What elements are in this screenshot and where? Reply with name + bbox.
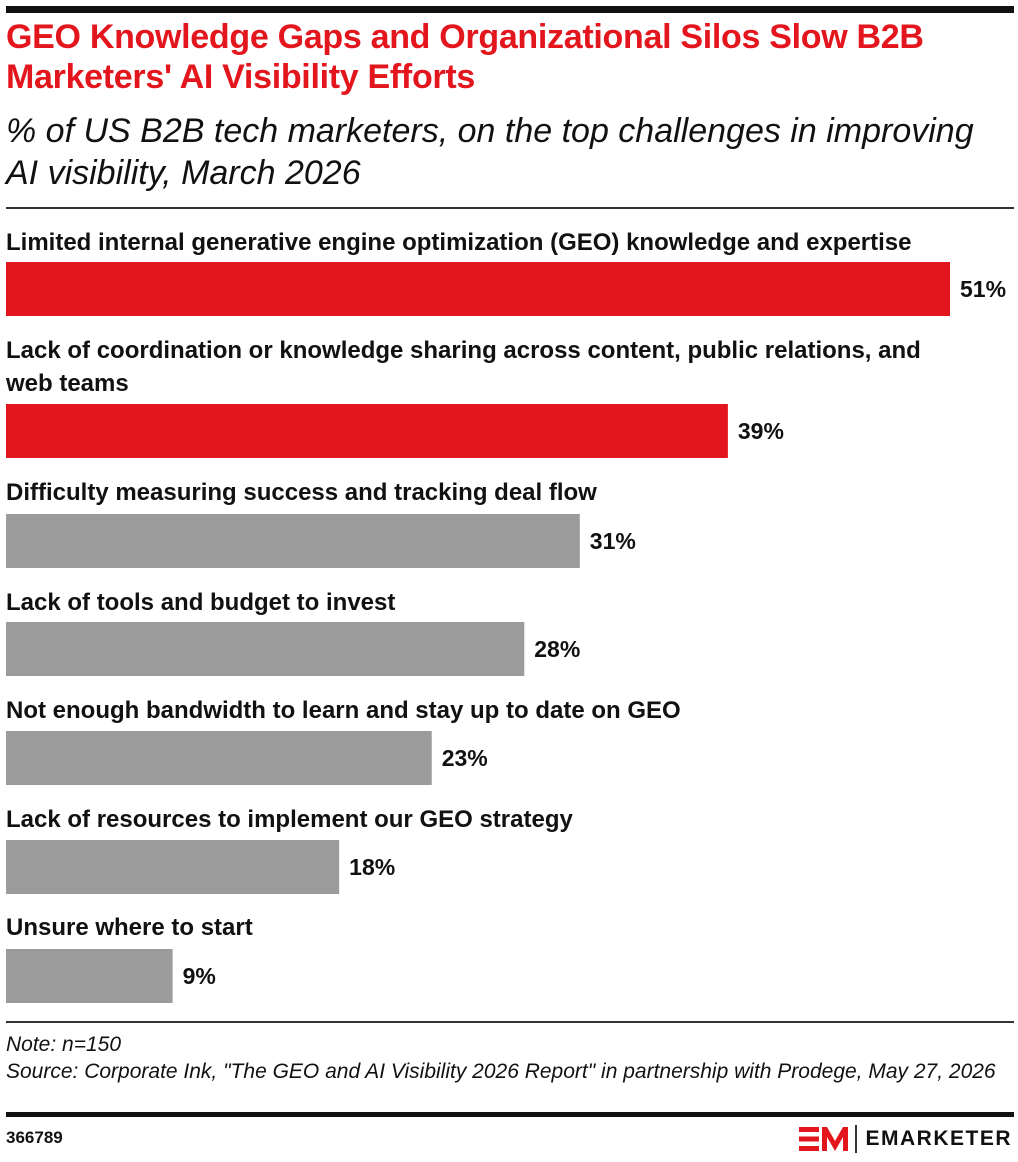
bar [6, 840, 340, 894]
category-label: web teams [5, 370, 129, 397]
header-divider [6, 207, 1014, 209]
logo-divider [855, 1125, 858, 1153]
category-label: Difficulty measuring success and trackin… [6, 479, 597, 506]
value-label: 9% [183, 963, 216, 989]
category-label: Lack of tools and budget to invest [6, 589, 395, 616]
category-label: Lack of coordination or knowledge sharin… [6, 337, 921, 364]
top-rule [6, 6, 1014, 13]
note-text: Note: n=150 [6, 1033, 122, 1056]
brand-name: EMARKETER [865, 1127, 1012, 1150]
value-label: 51% [960, 276, 1006, 302]
category-label: Not enough bandwidth to learn and stay u… [6, 697, 681, 724]
source-text: Source: Corporate Ink, "The GEO and AI V… [6, 1060, 996, 1083]
category-label: Limited internal generative engine optim… [6, 229, 912, 256]
footer-divider [6, 1021, 1014, 1023]
bar-chart: Limited internal generative engine optim… [5, 229, 1006, 1003]
bottom-rule [6, 1112, 1014, 1117]
value-label: 23% [442, 745, 488, 771]
chart-id: 366789 [6, 1128, 63, 1147]
category-label: Lack of resources to implement our GEO s… [6, 806, 573, 833]
value-label: 28% [534, 636, 580, 662]
chart-subtitle: % of US B2B tech marketers, on the top c… [6, 112, 974, 192]
em-logo-icon [799, 1127, 849, 1151]
bar [6, 622, 525, 676]
value-label: 31% [590, 528, 636, 554]
footer-notes: Note: n=150 Source: Corporate Ink, "The … [6, 1031, 1011, 1085]
category-label: Unsure where to start [6, 914, 253, 941]
bar [6, 949, 173, 1003]
value-label: 39% [738, 418, 784, 444]
bar [6, 731, 432, 785]
chart-title: GEO Knowledge Gaps and Organizational Si… [6, 18, 924, 96]
bar [6, 514, 580, 568]
emarketer-logo: EMARKETER [799, 1122, 1012, 1156]
bar [6, 404, 728, 458]
bar [6, 262, 950, 316]
value-label: 18% [349, 854, 395, 880]
